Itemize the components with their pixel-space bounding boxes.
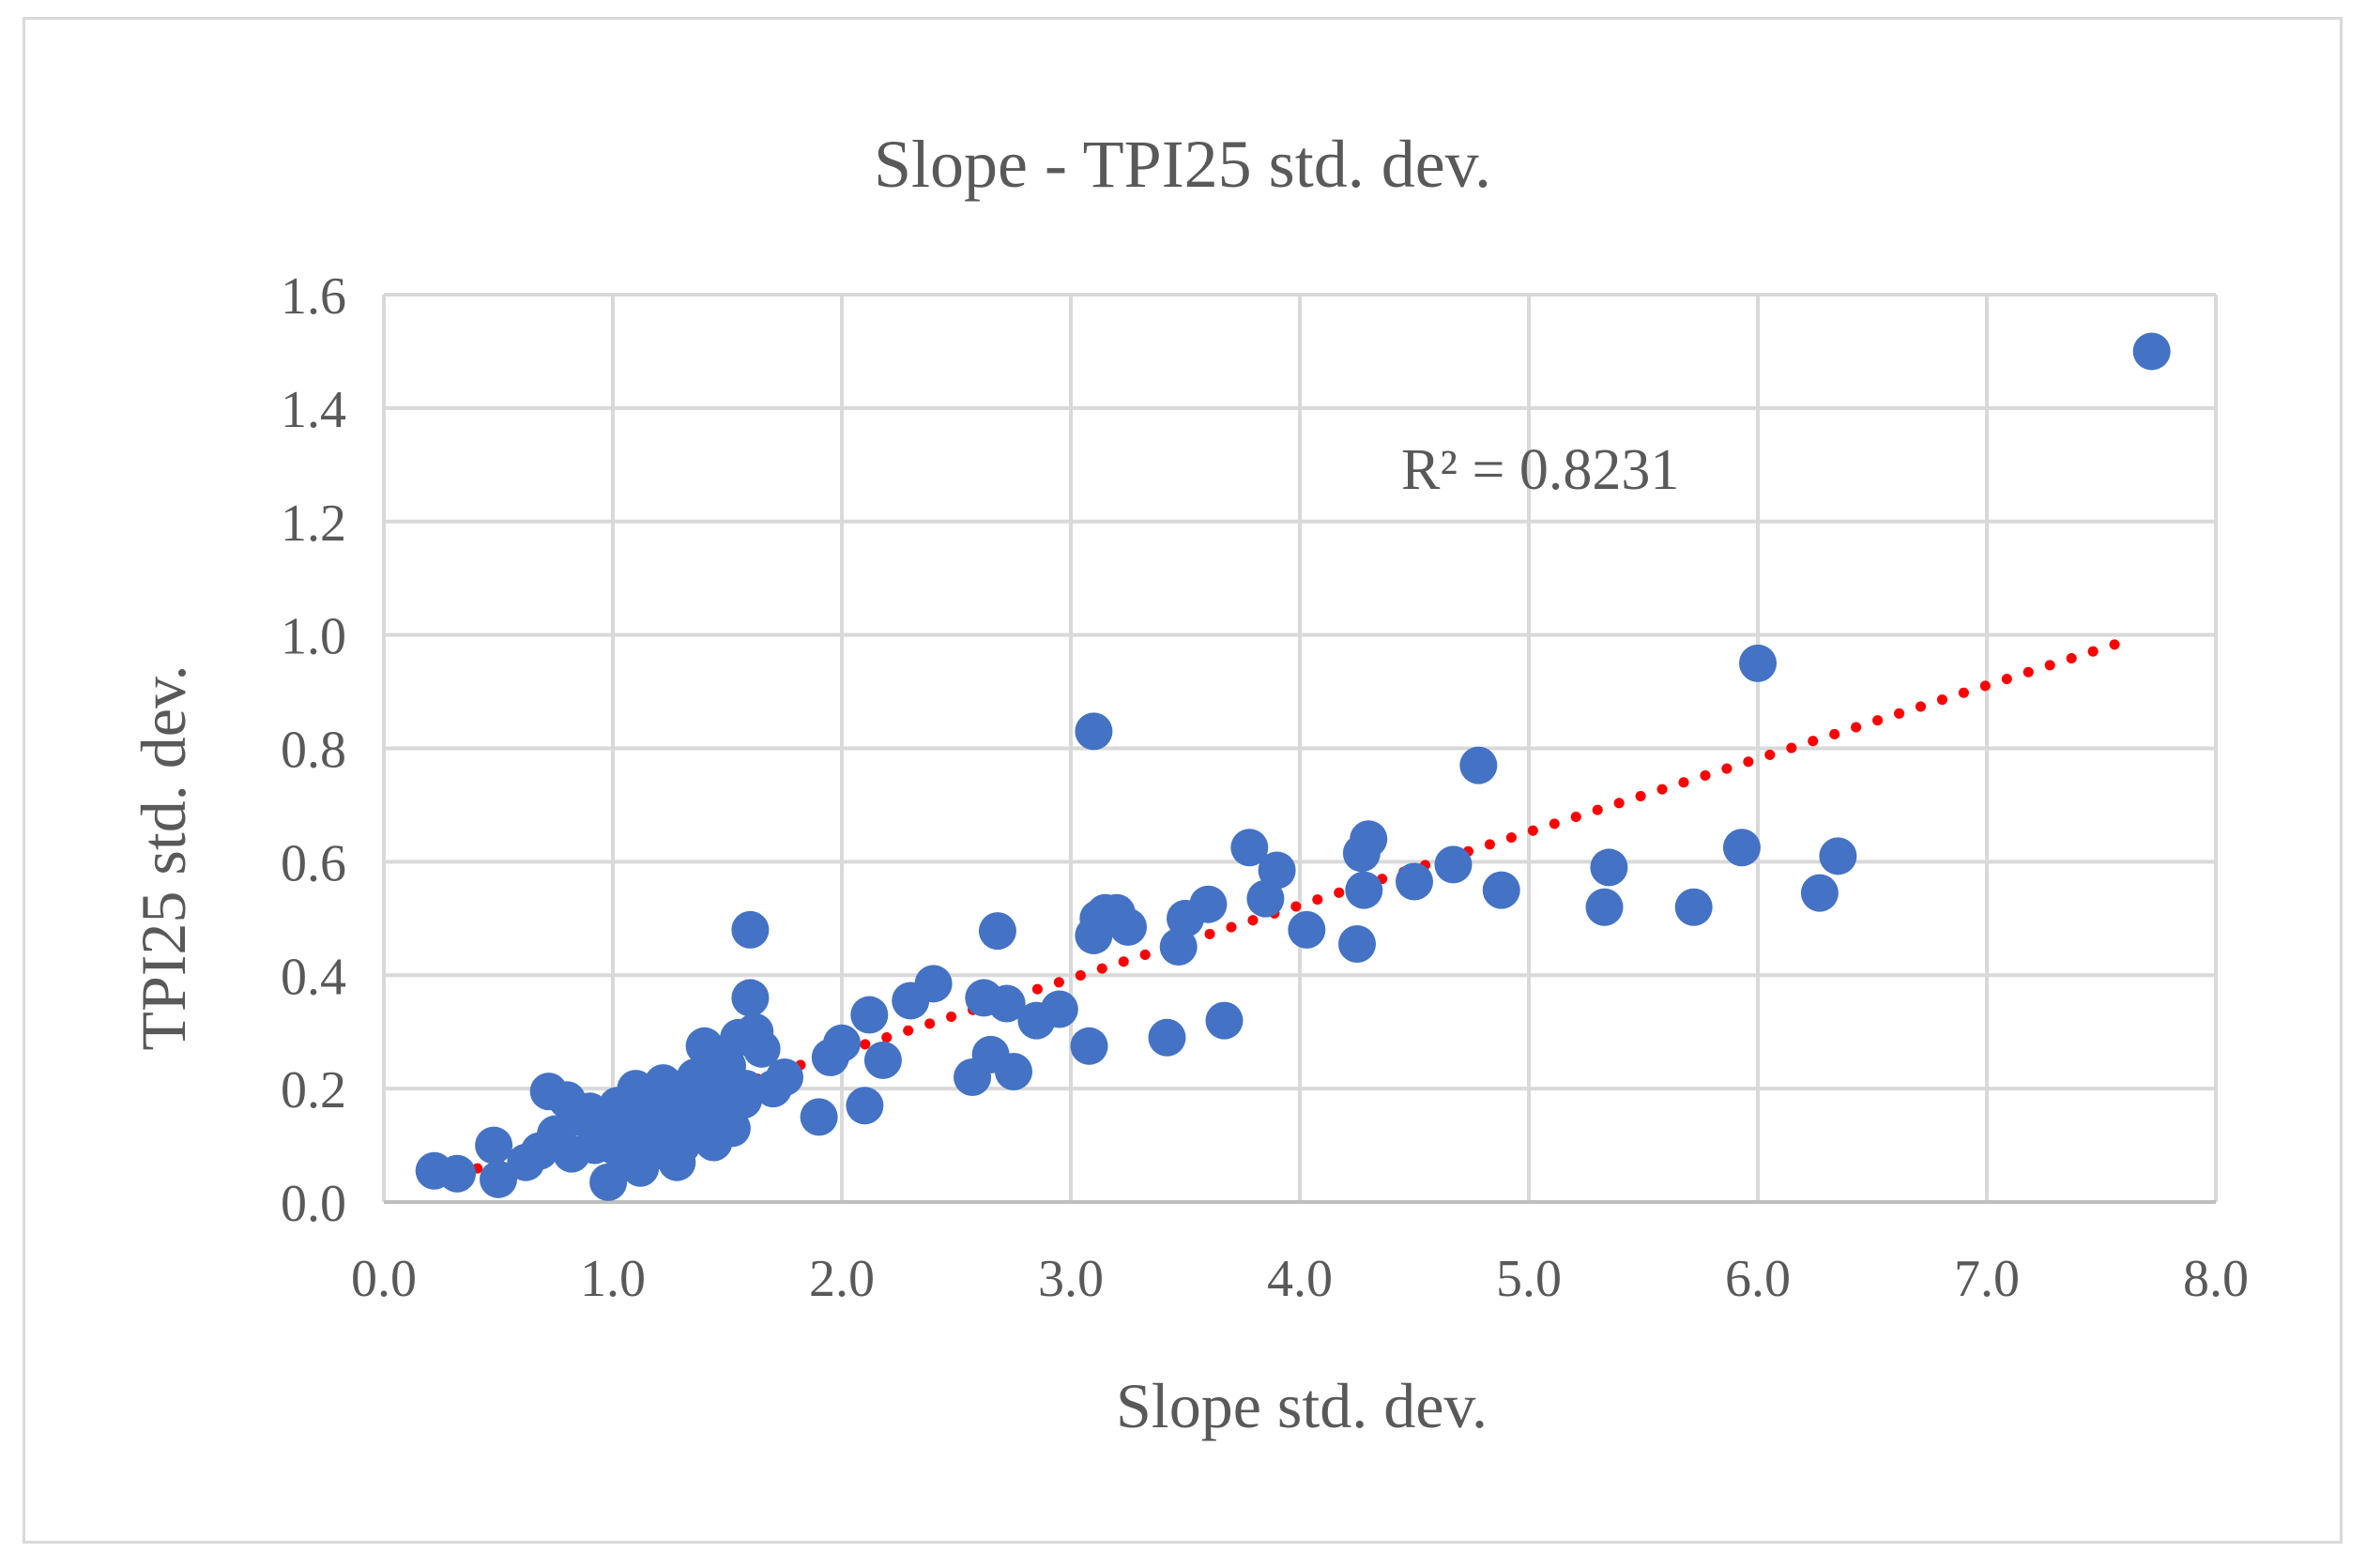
data-point — [1159, 928, 1198, 967]
x-tick-label: 0.0 — [351, 1250, 417, 1308]
data-point — [475, 1126, 513, 1165]
x-tick-label: 4.0 — [1267, 1250, 1333, 1308]
data-point — [742, 1029, 781, 1068]
y-tick-label: 0.4 — [281, 948, 346, 1006]
data-point — [1722, 829, 1761, 867]
y-axis-title: TPI25 std. dev. — [128, 664, 199, 1050]
data-point — [1075, 712, 1113, 751]
x-tick-label: 6.0 — [1725, 1250, 1791, 1308]
data-point — [766, 1058, 803, 1097]
data-point — [1585, 888, 1624, 926]
data-points — [415, 332, 2171, 1201]
data-point — [1674, 888, 1713, 926]
data-point — [863, 1041, 902, 1079]
data-point — [1246, 879, 1285, 918]
data-point — [1819, 837, 1857, 875]
y-tick-label: 1.2 — [281, 495, 346, 553]
data-point — [1350, 820, 1388, 859]
data-point — [1189, 885, 1228, 923]
x-axis-title: Slope std. dev. — [1116, 1370, 1488, 1441]
x-tick-label: 7.0 — [1954, 1250, 2020, 1308]
data-point — [823, 1024, 861, 1062]
data-point — [1070, 1027, 1108, 1065]
data-point — [1459, 746, 1498, 784]
data-point — [1230, 829, 1269, 867]
data-point — [1434, 845, 1473, 884]
data-point — [846, 1087, 884, 1125]
data-point — [1109, 907, 1147, 946]
x-tick-label: 8.0 — [2183, 1250, 2249, 1308]
data-point — [1800, 874, 1839, 912]
data-point — [800, 1098, 838, 1136]
data-point — [914, 965, 953, 1003]
tick-labels: 0.0 1.0 2.0 3.0 4.0 5.0 6.0 7.0 8.0 0.0 0.2 0.4 0.6 0… — [281, 267, 2249, 1308]
data-point — [1396, 862, 1433, 901]
y-tick-label: 0.6 — [281, 834, 346, 892]
y-tick-label: 0.8 — [281, 722, 346, 780]
chart-title: Slope - TPI25 std. dev. — [874, 127, 1491, 202]
data-point — [987, 984, 1026, 1023]
y-tick-label: 1.6 — [281, 267, 346, 326]
data-point — [1345, 871, 1383, 909]
y-tick-label: 0.0 — [281, 1175, 346, 1233]
data-point — [1288, 910, 1326, 949]
y-tick-label: 0.2 — [281, 1061, 346, 1119]
data-point — [2132, 332, 2171, 371]
x-tick-label: 2.0 — [809, 1250, 875, 1308]
data-point — [1482, 871, 1520, 909]
scatter-chart: 0.0 1.0 2.0 3.0 4.0 5.0 6.0 7.0 8.0 0.0 0.2 0.4 0.6 0… — [128, 127, 2249, 1441]
data-point — [480, 1160, 517, 1198]
data-point — [731, 979, 770, 1017]
data-point — [438, 1154, 477, 1193]
r-squared-annotation: R² = 0.8231 — [1401, 438, 1679, 502]
data-point — [978, 912, 1016, 951]
data-point — [1739, 644, 1777, 682]
data-point — [1338, 925, 1376, 964]
x-tick-label: 1.0 — [580, 1250, 646, 1308]
data-point — [731, 910, 770, 949]
data-point — [1258, 851, 1296, 890]
data-point — [1040, 990, 1078, 1028]
data-point — [712, 1109, 751, 1148]
x-tick-label: 5.0 — [1496, 1250, 1562, 1308]
chart-frame: 0.0 1.0 2.0 3.0 4.0 5.0 6.0 7.0 8.0 0.0 0.2 0.4 0.6 0… — [23, 17, 2343, 1544]
data-point — [1590, 848, 1628, 887]
data-point — [1205, 1001, 1244, 1040]
y-tick-label: 1.4 — [281, 381, 346, 439]
data-point — [850, 996, 889, 1034]
data-point — [1148, 1018, 1186, 1057]
data-point — [726, 1070, 765, 1108]
x-tick-label: 3.0 — [1038, 1250, 1104, 1308]
data-point — [995, 1052, 1032, 1090]
y-tick-label: 1.0 — [281, 608, 346, 666]
